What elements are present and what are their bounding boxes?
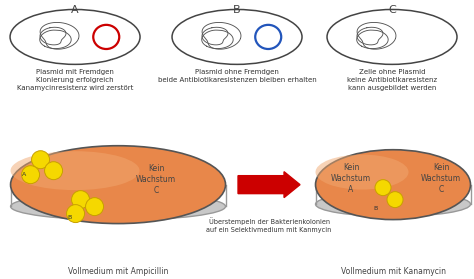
Text: C: C	[388, 5, 396, 15]
Text: B: B	[373, 206, 377, 211]
FancyArrow shape	[238, 172, 300, 198]
Ellipse shape	[10, 151, 139, 190]
Ellipse shape	[316, 192, 471, 217]
Ellipse shape	[316, 150, 471, 220]
Ellipse shape	[316, 155, 409, 189]
Text: Kein
Wachstum
C: Kein Wachstum C	[136, 164, 176, 195]
Ellipse shape	[10, 146, 226, 223]
Text: Zelle ohne Plasmid
keine Antibiotikaresistenz
kann ausgebildet werden: Zelle ohne Plasmid keine Antibiotikaresi…	[347, 69, 437, 91]
Ellipse shape	[10, 9, 140, 64]
Text: B: B	[233, 5, 241, 15]
Ellipse shape	[375, 180, 391, 196]
Ellipse shape	[21, 166, 39, 184]
Ellipse shape	[387, 192, 403, 208]
Text: B: B	[67, 215, 72, 220]
Text: Plasmid mit Fremdgen
Klonierung erfolgreich
Kanamycinresistenz wird zerstört: Plasmid mit Fremdgen Klonierung erfolgre…	[17, 69, 133, 91]
Ellipse shape	[66, 205, 84, 223]
Ellipse shape	[327, 9, 457, 64]
Ellipse shape	[45, 162, 63, 180]
Ellipse shape	[72, 191, 90, 209]
Text: Vollmedium mit Ampicillin: Vollmedium mit Ampicillin	[68, 268, 168, 276]
Ellipse shape	[32, 151, 50, 169]
Text: Kein
Wachstum
C: Kein Wachstum C	[421, 163, 461, 194]
Text: Vollmedium mit Kanamycin: Vollmedium mit Kanamycin	[340, 268, 446, 276]
Text: Kein
Wachstum
A: Kein Wachstum A	[331, 163, 371, 194]
Ellipse shape	[172, 9, 302, 64]
Ellipse shape	[85, 198, 103, 216]
Text: Plasmid ohne Fremdgen
beide Antibiotikaresistenzen bleiben erhalten: Plasmid ohne Fremdgen beide Antibiotikar…	[158, 69, 317, 83]
Text: A: A	[22, 172, 27, 177]
Ellipse shape	[10, 193, 226, 220]
Text: A: A	[71, 5, 79, 15]
Text: Überstempeln der Bakterienkolonien
auf ein Selektivmedium mit Kanmycin: Überstempeln der Bakterienkolonien auf e…	[206, 218, 332, 233]
